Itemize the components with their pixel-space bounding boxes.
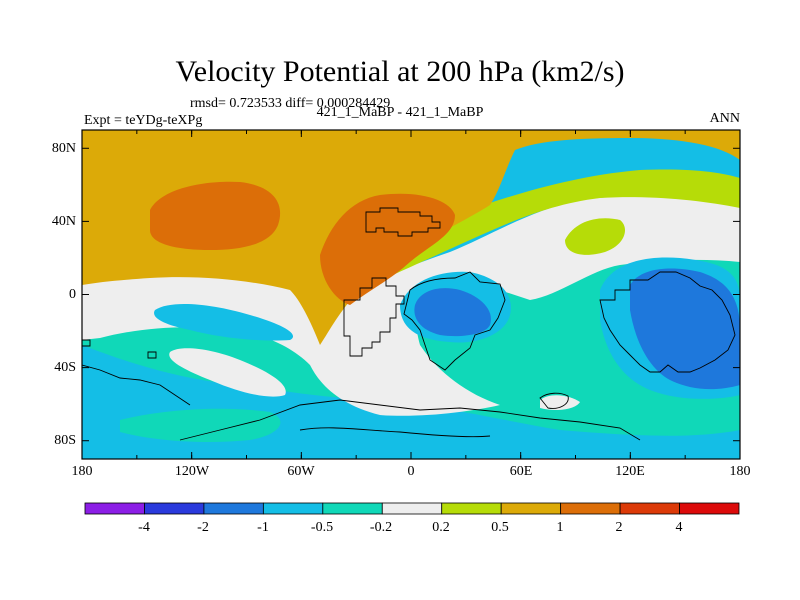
y-tick-label: 0: [69, 287, 76, 302]
contour-white: [169, 348, 286, 397]
y-tick-label: 40S: [54, 360, 76, 375]
colorbar-box: [441, 502, 502, 515]
contour-green: [565, 218, 625, 255]
colorbar-label: -1: [257, 520, 269, 535]
colorbar-label: 4: [675, 520, 683, 535]
colorbar: [84, 502, 740, 515]
colorbar-box: [322, 502, 383, 515]
colorbar-box: [560, 502, 621, 515]
contour-blue: [414, 288, 491, 337]
colorbar-box: [262, 502, 324, 515]
experiment-label: Expt = teYDg-teXPg: [84, 113, 203, 128]
x-tick-label: 0: [407, 464, 415, 479]
x-tick-label: 120W: [174, 464, 210, 479]
colorbar-box: [679, 502, 740, 515]
colorbar-box: [381, 502, 443, 515]
contour-blue: [630, 268, 740, 390]
colorbar-box: [500, 502, 562, 515]
colorbar-label: -0.5: [310, 520, 334, 535]
colorbar-label: -2: [197, 520, 209, 535]
contour-cyan: [154, 303, 294, 341]
x-tick-label: 60W: [287, 464, 315, 479]
colorbar-box: [144, 502, 205, 515]
colorbar-box: [84, 502, 145, 515]
colorbar-label: 1: [556, 520, 564, 535]
coastlines: [82, 207, 736, 441]
y-tick-label: 80S: [54, 433, 76, 448]
colorbar-label: 0.2: [432, 520, 450, 535]
contour-orange: [320, 193, 455, 305]
colorbar-label: -0.2: [369, 520, 393, 535]
contour-field: [82, 130, 740, 459]
y-tick-label: 40N: [51, 214, 76, 229]
season-label: ANN: [709, 111, 740, 126]
x-tick-label: 180: [71, 464, 93, 479]
y-tick-label: 80N: [51, 141, 76, 156]
plot-title: Velocity Potential at 200 hPa (km2/s): [175, 55, 625, 88]
colorbar-label: 2: [615, 520, 623, 535]
contour-white: [540, 395, 580, 410]
case-names: 421_1_MaBP - 421_1_MaBP: [316, 105, 484, 120]
x-tick-label: 120E: [615, 464, 645, 479]
x-tick-label: 60E: [509, 464, 533, 479]
colorbar-box: [203, 502, 264, 515]
rmsd-diff-stats: rmsd= 0.723533 diff= 0.000284429: [190, 96, 391, 111]
contour-orange: [150, 181, 281, 250]
colorbar-label: -4: [138, 520, 150, 535]
axis-ticks: [81, 130, 741, 459]
x-tick-label: 180: [729, 464, 751, 479]
colorbar-box: [619, 502, 680, 515]
colorbar-label: 0.5: [491, 520, 509, 535]
contour-teal: [120, 408, 281, 443]
